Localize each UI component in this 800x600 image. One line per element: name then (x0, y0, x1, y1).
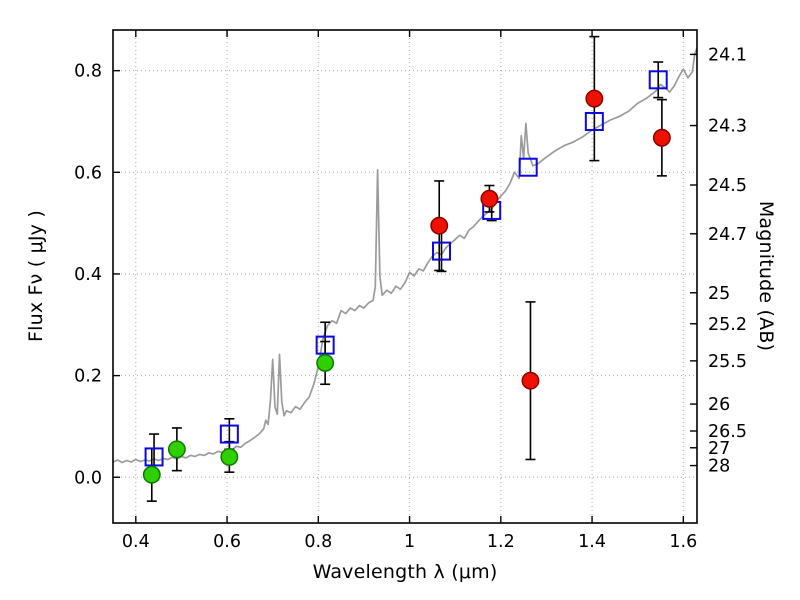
data-point-square (315, 335, 335, 355)
x-tick-label: 1.6 (669, 532, 697, 552)
axes-frame (112, 29, 698, 524)
x-tick-label: 0.4 (122, 532, 150, 552)
y-axis-label-left: Flux Fν ( μJy ) (25, 210, 47, 342)
data-point-square (518, 157, 538, 177)
data-point-square (584, 111, 604, 131)
grid (113, 30, 697, 523)
y-tick-label-right: 24.7 (708, 225, 747, 245)
y-tick-label-right: 24.1 (708, 45, 747, 65)
y-tick-label-right: 24.5 (708, 176, 747, 196)
axis-ticks (113, 30, 697, 523)
x-tick-label: 0.8 (304, 532, 332, 552)
y-tick-label-left: 0.0 (74, 468, 102, 488)
y-tick-label-right: 26.5 (708, 422, 747, 442)
data-point-square (144, 447, 164, 467)
x-tick-label: 0.6 (213, 532, 241, 552)
data-point-circle (480, 189, 499, 208)
data-point-circle (585, 89, 604, 108)
y-tick-label-left: 0.2 (74, 367, 102, 387)
series-photometry-red (430, 89, 671, 390)
y-tick-label-right: 25.5 (708, 352, 747, 372)
y-tick-label-right: 26 (708, 395, 730, 415)
y-tick-label-left: 0.8 (74, 62, 102, 82)
data-point-circle (167, 440, 186, 459)
y-tick-label-right: 24.3 (708, 117, 747, 137)
spectrum-line (113, 47, 697, 464)
y-tick-label-right: 25 (708, 284, 730, 304)
data-point-circle (521, 371, 540, 390)
data-point-circle (430, 216, 449, 235)
data-point-square (219, 424, 239, 444)
model-spectrum-path (113, 47, 697, 464)
tick-labels: 0.4 0.6 0.8 1 1.2 1.4 1.6 0.0 0.2 0.4 0.6 0.8 24.1 24… (74, 45, 747, 552)
x-tick-label: 1 (404, 532, 415, 552)
data-point-square (648, 70, 668, 90)
series-photometry-green (142, 353, 335, 484)
series-model-photometry-blue (144, 70, 668, 467)
x-axis-label: Wavelength λ (μm) (312, 561, 498, 583)
y-tick-label-right: 27 (708, 439, 730, 459)
data-point-circle (220, 447, 239, 466)
y-tick-label-right: 28 (708, 457, 730, 477)
data-point-circle (142, 465, 161, 484)
y-tick-label-left: 0.4 (74, 265, 102, 285)
y-tick-label-right: 25.2 (708, 315, 747, 335)
x-tick-label: 1.2 (487, 532, 515, 552)
data-point-circle (652, 128, 671, 147)
y-axis-label-right: Magnitude (AB) (755, 200, 777, 352)
x-tick-label: 1.4 (578, 532, 606, 552)
data-point-circle (316, 353, 335, 372)
plot-border (112, 29, 698, 524)
data-point-square (432, 241, 451, 261)
y-tick-label-left: 0.6 (74, 163, 102, 183)
error-bars (146, 35, 667, 502)
